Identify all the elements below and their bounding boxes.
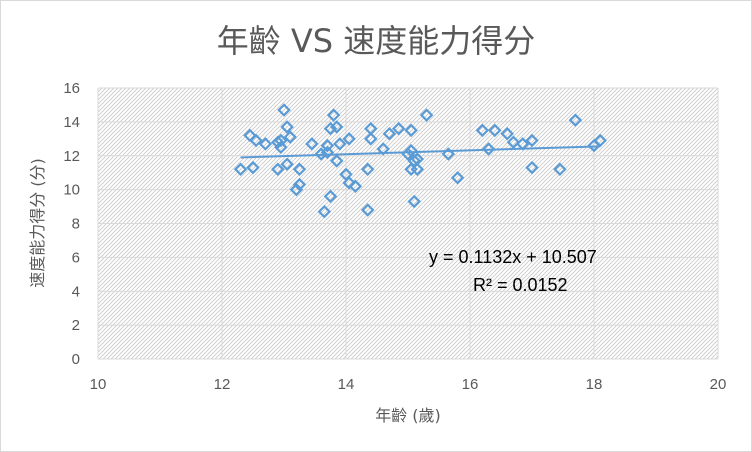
x-tick-label: 18: [586, 376, 603, 393]
data-point: [376, 142, 390, 156]
data-point: [410, 162, 425, 177]
data-point: [274, 133, 288, 148]
data-point: [441, 147, 456, 161]
trendline: [240, 145, 601, 159]
data-point: [475, 123, 490, 138]
data-point: [419, 108, 434, 122]
data-point: [292, 177, 307, 192]
data-point: [333, 137, 347, 151]
data-point: [360, 203, 375, 217]
data-point: [320, 145, 335, 160]
data-point: [348, 179, 363, 193]
data-point: [404, 143, 418, 158]
y-tick-label: 2: [72, 317, 80, 334]
x-axis-label: 年齡 (歲): [375, 406, 441, 425]
data-point: [320, 138, 335, 153]
data-point: [488, 123, 502, 138]
data-point: [410, 152, 425, 166]
data-point: [249, 133, 263, 148]
data-point: [317, 204, 332, 219]
data-point: [280, 157, 294, 171]
data-point: [329, 120, 344, 134]
data-point: [407, 194, 421, 209]
data-point: [314, 147, 328, 161]
data-point: [329, 154, 344, 168]
data-point: [360, 162, 375, 177]
data-point: [553, 162, 567, 177]
data-point: [481, 142, 496, 156]
x-tick-label: 14: [338, 376, 355, 393]
data-point: [323, 121, 338, 136]
data-point: [342, 176, 356, 190]
data-point: [515, 137, 530, 151]
y-tick-label: 6: [72, 249, 80, 266]
data-point: [280, 120, 294, 134]
data-point: [283, 130, 297, 144]
y-axis-ticks: 0 2 4 6 8 10 12 14 16: [63, 80, 80, 368]
trendline-equation: y = 0.1132x + 10.507: [429, 247, 597, 267]
data-point: [364, 121, 378, 136]
data-point: [450, 171, 465, 185]
data-point: [305, 137, 319, 151]
y-tick-label: 0: [72, 351, 80, 368]
data-point: [271, 162, 285, 177]
data-point: [500, 126, 514, 141]
gridlines: [97, 87, 719, 360]
data-point: [323, 189, 338, 204]
x-tick-label: 20: [710, 376, 727, 393]
data-point: [401, 147, 415, 161]
data-point: [506, 135, 521, 149]
data-points: [233, 103, 607, 219]
y-tick-label: 12: [63, 148, 80, 165]
y-tick-label: 14: [63, 114, 80, 131]
data-point: [258, 137, 273, 151]
y-tick-label: 8: [72, 216, 80, 233]
data-point: [277, 103, 291, 117]
x-tick-label: 10: [90, 376, 107, 393]
data-point: [326, 108, 341, 122]
data-point: [364, 132, 378, 146]
y-axis-label: 速度能力得分 (分): [28, 158, 47, 288]
data-point: [342, 132, 356, 146]
data-point: [233, 162, 248, 177]
data-point: [525, 160, 539, 175]
trendline-r-squared: R² = 0.0152: [473, 275, 568, 295]
x-axis-ticks: 10 12 14 16 18 20: [90, 376, 727, 393]
trendline-group: [240, 145, 601, 159]
y-tick-label: 16: [63, 80, 80, 97]
chart-title: 年齡 VS 速度能力得分: [217, 22, 536, 60]
data-point: [382, 126, 397, 141]
x-tick-label: 16: [462, 376, 479, 393]
data-point: [525, 133, 539, 148]
data-point: [568, 113, 583, 127]
y-tick-label: 4: [72, 283, 80, 300]
data-point: [391, 121, 406, 136]
data-point: [246, 160, 260, 175]
data-point: [593, 133, 607, 148]
y-tick-label: 10: [63, 182, 80, 199]
data-point: [274, 140, 288, 155]
data-point: [292, 162, 307, 177]
x-tick-label: 12: [214, 376, 231, 393]
data-point: [404, 123, 418, 138]
